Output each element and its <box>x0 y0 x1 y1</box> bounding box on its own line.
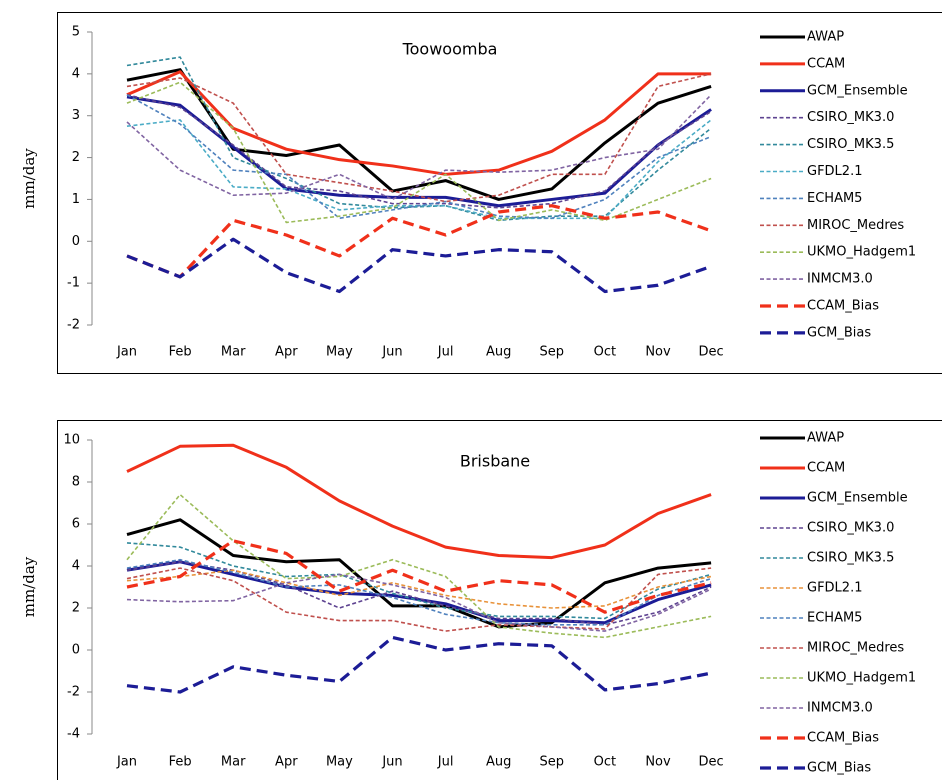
legend-label: INMCM3.0 <box>807 272 873 287</box>
x-tick-label: Feb <box>169 755 192 770</box>
series-line <box>126 204 712 279</box>
y-tick-label: 0 <box>72 234 80 249</box>
series-line <box>126 542 712 620</box>
series-line <box>126 493 712 639</box>
x-tick-label: Nov <box>645 755 671 770</box>
chart-title: Brisbane <box>460 452 530 471</box>
legend-label: CCAM <box>807 56 845 71</box>
x-tick-label: Mar <box>221 755 246 770</box>
series-line <box>126 68 712 201</box>
legend-label: GCM_Ensemble <box>807 83 908 98</box>
y-axis-label: mm/day <box>20 148 38 209</box>
legend-label: GCM_Ensemble <box>807 491 908 506</box>
legend-label: UKMO_Hadgem1 <box>807 671 916 686</box>
legend-label: ECHAM5 <box>807 611 862 626</box>
y-tick-label: 3 <box>72 108 80 123</box>
x-tick-label: Oct <box>594 755 616 770</box>
x-tick-label: Jan <box>116 345 137 360</box>
series-line <box>126 94 712 201</box>
legend-label: CCAM <box>807 461 845 476</box>
series-line <box>126 573 712 632</box>
series-line <box>126 560 712 625</box>
legend-label: MIROC_Medres <box>807 218 904 233</box>
x-tick-label: Sep <box>540 345 565 360</box>
legend-label: GCM_Bias <box>807 325 871 340</box>
legend-label: GFDL2.1 <box>807 581 862 596</box>
legend-label: MIROC_Medres <box>807 641 904 656</box>
y-tick-label: 8 <box>72 475 80 490</box>
series-line <box>126 539 712 614</box>
y-tick-label: 4 <box>72 559 80 574</box>
legend-label: GFDL2.1 <box>807 164 862 179</box>
x-tick-label: May <box>326 755 353 770</box>
y-tick-label: 4 <box>72 66 80 81</box>
legend-label: AWAP <box>807 30 844 45</box>
y-tick-label: 0 <box>72 643 80 658</box>
chart-title: Toowoomba <box>402 40 498 59</box>
y-tick-label: -2 <box>67 685 80 700</box>
x-tick-label: Mar <box>221 345 246 360</box>
y-tick-label: 2 <box>72 150 80 165</box>
y-axis-label: mm/day <box>20 556 38 617</box>
x-tick-label: Jul <box>437 345 454 360</box>
y-tick-label: 6 <box>72 517 80 532</box>
y-tick-label: 2 <box>72 601 80 616</box>
series-line <box>126 518 712 629</box>
series-line <box>126 237 712 294</box>
legend-label: CCAM_Bias <box>807 731 879 746</box>
legend-label: CSIRO_MK3.0 <box>807 110 894 125</box>
series-line <box>126 569 712 609</box>
x-tick-label: Aug <box>486 755 511 770</box>
y-tick-label: -4 <box>67 727 80 742</box>
legend-label: CSIRO_MK3.5 <box>807 551 894 566</box>
x-tick-label: Aug <box>486 345 511 360</box>
y-tick-label: -1 <box>67 276 80 291</box>
legend-label: ECHAM5 <box>807 191 862 206</box>
x-tick-label: Jul <box>437 755 454 770</box>
legend-label: GCM_Bias <box>807 761 871 776</box>
panel-frame <box>57 12 942 374</box>
x-tick-label: Jun <box>381 755 402 770</box>
y-tick-label: 5 <box>72 25 80 40</box>
x-tick-label: May <box>326 345 353 360</box>
series-line <box>126 94 712 220</box>
x-tick-label: Nov <box>645 345 671 360</box>
series-line <box>126 560 712 626</box>
x-tick-label: Dec <box>699 345 724 360</box>
x-tick-label: Apr <box>275 345 298 360</box>
legend-label: INMCM3.0 <box>807 701 873 716</box>
series-line <box>126 95 712 208</box>
legend-label: CCAM_Bias <box>807 299 879 314</box>
x-tick-label: Feb <box>169 345 192 360</box>
legend-label: CSIRO_MK3.0 <box>807 521 894 536</box>
y-tick-label: 1 <box>72 192 80 207</box>
legend-label: CSIRO_MK3.5 <box>807 137 894 152</box>
panel-frame <box>57 420 942 780</box>
y-tick-label: -2 <box>67 318 80 333</box>
x-tick-label: Sep <box>540 755 565 770</box>
series-line <box>126 635 712 694</box>
series-line <box>126 94 712 209</box>
x-tick-label: Jan <box>116 755 137 770</box>
series-line <box>126 443 712 560</box>
x-tick-label: Apr <box>275 755 298 770</box>
x-tick-label: Jun <box>381 345 402 360</box>
legend-label: UKMO_Hadgem1 <box>807 245 916 260</box>
series-line <box>126 70 712 176</box>
x-tick-label: Dec <box>699 755 724 770</box>
series-line <box>126 81 712 224</box>
y-tick-label: 10 <box>63 433 80 448</box>
series-line <box>126 567 712 632</box>
series-line <box>126 73 712 203</box>
x-tick-label: Oct <box>594 345 616 360</box>
legend-label: AWAP <box>807 431 844 446</box>
